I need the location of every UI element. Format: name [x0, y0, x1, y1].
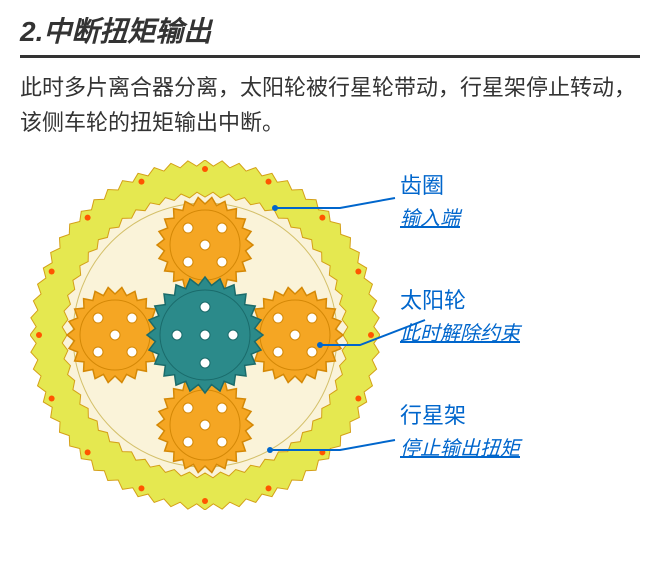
planet-center: [200, 240, 210, 250]
ring-dot: [319, 450, 325, 456]
title-underline: [20, 55, 640, 58]
title-text: 2.中断扭矩输出: [20, 16, 211, 47]
ring-dot: [138, 179, 144, 185]
planet-center: [290, 330, 300, 340]
planet-hole: [183, 437, 193, 447]
ring-dot: [355, 396, 361, 402]
sun-hole: [172, 330, 182, 340]
planet-hole: [127, 347, 137, 357]
section-title: 2.中断扭矩输出: [0, 0, 660, 55]
label-ring-sub: 输入端: [400, 202, 520, 231]
label-ring-main: 齿圈: [400, 168, 520, 200]
planet-hole: [183, 403, 193, 413]
planet-center: [110, 330, 120, 340]
planet-hole: [183, 223, 193, 233]
label-column: 齿圈 输入端 太阳轮 此时解除约束 行星架 停止输出扭矩: [400, 150, 520, 513]
ring-dot: [36, 332, 42, 338]
ring-dot: [202, 166, 208, 172]
sun-hole: [228, 330, 238, 340]
ring-dot: [368, 332, 374, 338]
label-sun-main: 太阳轮: [400, 283, 520, 315]
ring-dot: [49, 269, 55, 275]
sun-center: [200, 330, 210, 340]
planet-hole: [273, 313, 283, 323]
sun-hole: [200, 358, 210, 368]
ring-dot: [266, 179, 272, 185]
ring-dot: [138, 486, 144, 492]
planet-hole: [127, 313, 137, 323]
planet-hole: [93, 347, 103, 357]
planet-hole: [183, 257, 193, 267]
label-carrier: 行星架 停止输出扭矩: [400, 398, 520, 461]
label-ring: 齿圈 输入端: [400, 168, 520, 231]
label-sun-sub: 此时解除约束: [400, 317, 520, 346]
ring-dot: [266, 486, 272, 492]
label-carrier-sub: 停止输出扭矩: [400, 432, 520, 461]
planet-hole: [307, 313, 317, 323]
ring-dot: [49, 396, 55, 402]
planet-hole: [307, 347, 317, 357]
ring-dot: [355, 269, 361, 275]
planet-center: [200, 420, 210, 430]
planetary-gearset: [30, 160, 380, 510]
description-text: 此时多片离合器分离，太阳轮被行星轮带动，行星架停止转动，该侧车轮的扭矩输出中断。: [0, 70, 660, 150]
planet-hole: [273, 347, 283, 357]
planet-hole: [217, 257, 227, 267]
diagram-area: 齿圈 输入端 太阳轮 此时解除约束 行星架 停止输出扭矩: [0, 150, 660, 570]
ring-dot: [85, 215, 91, 221]
planet-hole: [217, 403, 227, 413]
label-sun: 太阳轮 此时解除约束: [400, 283, 520, 346]
ring-dot: [319, 215, 325, 221]
ring-dot: [202, 498, 208, 504]
ring-dot: [85, 450, 91, 456]
planet-hole: [217, 223, 227, 233]
planet-hole: [217, 437, 227, 447]
label-carrier-main: 行星架: [400, 398, 520, 430]
planet-hole: [93, 313, 103, 323]
sun-hole: [200, 302, 210, 312]
